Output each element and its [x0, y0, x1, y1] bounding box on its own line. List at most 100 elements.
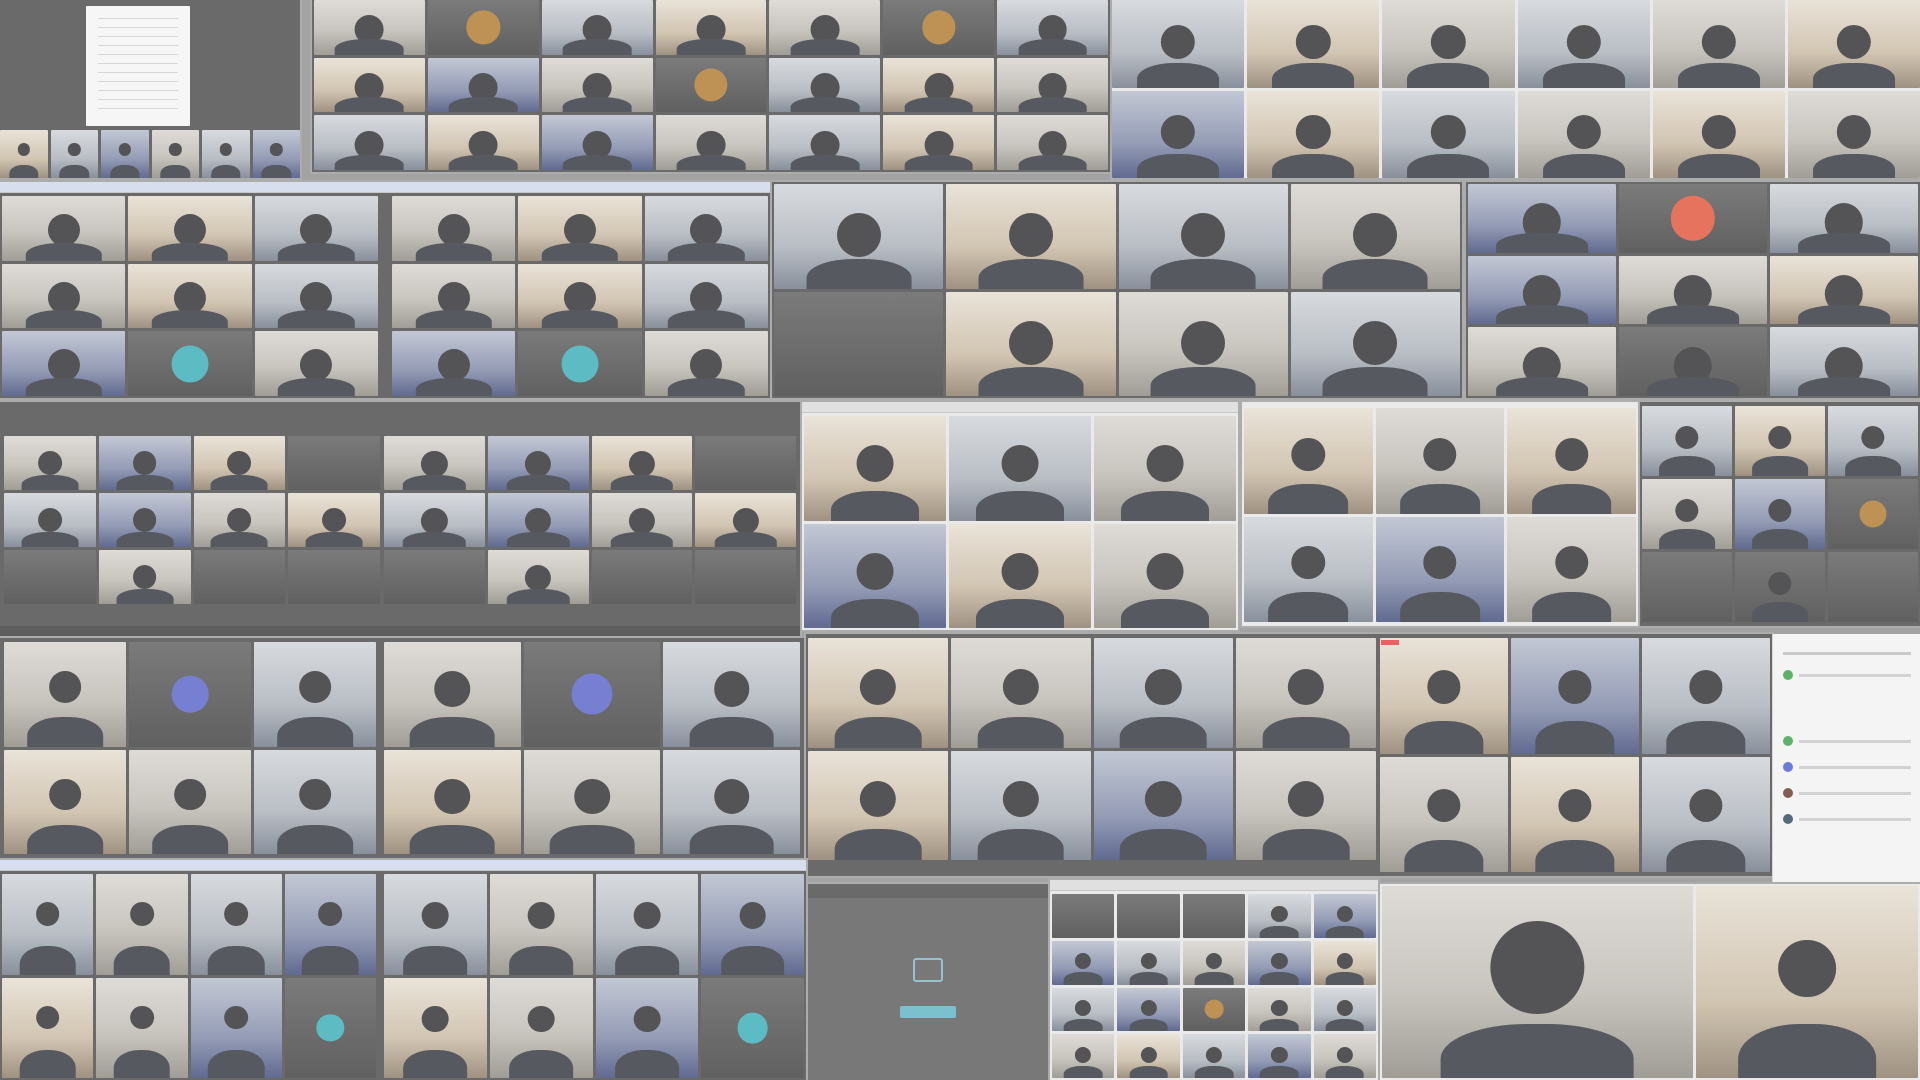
participant-status-icon: [1783, 670, 1793, 680]
participant-video: [1770, 327, 1918, 396]
participant-video: [1244, 516, 1373, 622]
participant-video: [96, 874, 188, 975]
participant-video: [384, 642, 521, 747]
participant-video: [252, 130, 300, 178]
participant-video: [50, 130, 98, 178]
participant-video: [314, 115, 425, 170]
participant-video: [1787, 0, 1920, 88]
share-screen-button[interactable]: [900, 1005, 956, 1018]
participant-video: [644, 196, 768, 261]
participant-video: [4, 642, 126, 747]
participant-video: [997, 57, 1108, 113]
participant-video: [949, 416, 1091, 521]
participant-video: [591, 550, 693, 604]
shared-document: [86, 6, 190, 126]
participant-video: [1642, 406, 1732, 476]
participant-video: [1517, 90, 1650, 178]
participant-video: [202, 130, 250, 178]
participant-video: [1642, 756, 1770, 872]
participant-video: [1118, 291, 1288, 396]
participant-video: [1112, 90, 1245, 178]
participant-video: [1182, 987, 1246, 1032]
participant-video: [1052, 940, 1115, 985]
participant-video: [2, 331, 126, 396]
meeting-window: [802, 402, 1238, 630]
participant-status-icon: [1783, 762, 1793, 772]
participant-video: [427, 0, 539, 55]
participant-video: [1247, 0, 1380, 88]
participant-video: [1094, 523, 1236, 628]
participant-video: [591, 436, 693, 490]
meeting-window: [0, 860, 806, 1080]
participant-video: [1828, 552, 1918, 622]
participant-video: [949, 523, 1091, 628]
participant-video: [1770, 184, 1918, 253]
participant-video: [1182, 940, 1246, 985]
participant-video: [1382, 886, 1693, 1078]
participant-video: [1642, 552, 1732, 622]
participant-video: [489, 977, 593, 1078]
participant-video: [1313, 1034, 1376, 1078]
participant-video: [1236, 750, 1376, 860]
participant-video: [288, 436, 380, 490]
participant-video: [284, 874, 376, 975]
participants-panel: [1772, 634, 1920, 882]
participant-video: [591, 493, 693, 547]
participant-video: [523, 749, 661, 854]
participant-video: [392, 331, 516, 396]
participant-video: [1735, 479, 1825, 549]
participant-video: [284, 977, 376, 1078]
participant-video: [427, 57, 539, 113]
participant-video: [774, 184, 944, 289]
participant-video: [655, 57, 767, 113]
participant-video: [1094, 416, 1236, 521]
participant-video: [883, 115, 995, 170]
participant-video: [695, 493, 796, 547]
participant-video: [151, 130, 199, 178]
participant-video: [384, 977, 487, 1078]
participant-status-icon: [1783, 814, 1793, 824]
participant-video: [1052, 1034, 1115, 1078]
participant-video: [314, 57, 425, 113]
participant-video: [1236, 638, 1376, 748]
participant-video: [193, 493, 286, 547]
participant-video: [487, 550, 589, 604]
participant-video: [487, 493, 589, 547]
participant-video: [774, 291, 944, 396]
participant-video: [128, 196, 252, 261]
participant-video: [1244, 408, 1373, 514]
participant-video: [254, 196, 378, 261]
participant-video: [1117, 940, 1180, 985]
participant-video: [2, 196, 126, 261]
participant-video: [1507, 408, 1636, 514]
participant-video: [1248, 894, 1311, 938]
participant-video: [883, 57, 995, 113]
participant-video: [1619, 255, 1767, 325]
participant-video: [190, 977, 282, 1078]
participant-video: [518, 331, 642, 396]
participant-video: [384, 550, 485, 604]
participant-video: [1517, 0, 1650, 88]
participant-video: [769, 57, 881, 113]
participant-video: [701, 874, 804, 975]
meeting-window: [0, 638, 804, 858]
participant-video: [1248, 987, 1311, 1032]
participant-video: [518, 263, 642, 329]
meeting-window: [0, 0, 300, 178]
participant-video: [695, 436, 796, 490]
participant-video: [595, 874, 699, 975]
participant-video: [1093, 638, 1234, 748]
meeting-window: [1112, 0, 1920, 178]
participant-video: [98, 493, 191, 547]
meeting-toolbar: [0, 626, 800, 638]
participant-video: [128, 263, 252, 329]
participant-video: [1118, 184, 1288, 289]
participant-video: [427, 115, 539, 170]
participant-video: [523, 642, 661, 747]
participant-video: [663, 642, 800, 747]
participant-video: [4, 493, 96, 547]
participant-video: [644, 263, 768, 329]
participant-video: [946, 184, 1116, 289]
participant-video: [314, 0, 425, 55]
participant-video: [1182, 1034, 1246, 1078]
